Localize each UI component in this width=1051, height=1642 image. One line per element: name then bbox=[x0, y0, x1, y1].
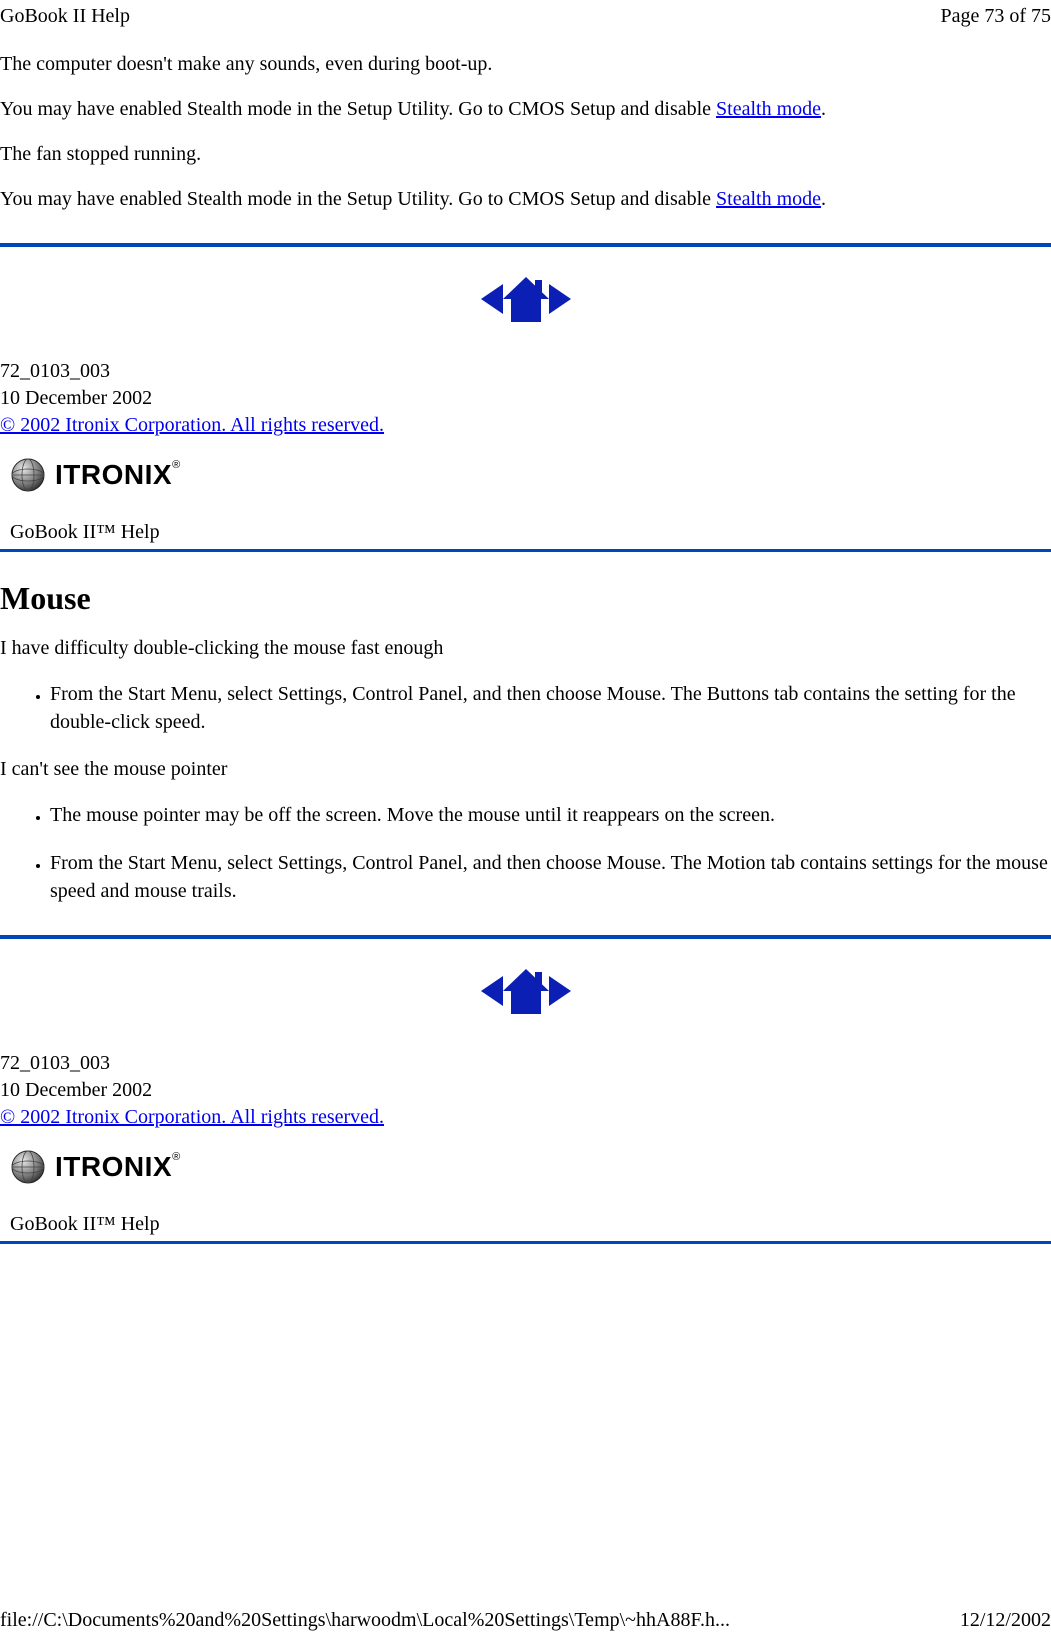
help-title: GoBook II™ Help bbox=[10, 521, 1051, 546]
troubleshoot-sound-solution: You may have enabled Stealth mode in the… bbox=[0, 96, 1051, 123]
nav-controls bbox=[0, 272, 1051, 333]
doc-id: 72_0103_003 bbox=[0, 1050, 1051, 1077]
prev-icon[interactable] bbox=[481, 284, 503, 314]
mouse-q1: I have difficulty double-clicking the mo… bbox=[0, 635, 1051, 662]
section-divider bbox=[0, 243, 1051, 247]
page-footer: file://C:\Documents%20and%20Settings\har… bbox=[0, 1609, 1051, 1632]
page-header: GoBook II Help Page 73 of 75 bbox=[0, 0, 1051, 33]
mouse-q1-list: From the Start Menu, select Settings, Co… bbox=[0, 680, 1051, 736]
nav-controls bbox=[0, 964, 1051, 1025]
text-prefix: You may have enabled Stealth mode in the… bbox=[0, 188, 716, 210]
list-item: The mouse pointer may be off the screen.… bbox=[50, 801, 1051, 829]
stealth-mode-link[interactable]: Stealth mode bbox=[716, 188, 821, 210]
brand-logo: ITRONIX® bbox=[10, 457, 1051, 493]
troubleshoot-fan-solution: You may have enabled Stealth mode in the… bbox=[0, 186, 1051, 213]
globe-icon bbox=[10, 457, 46, 493]
copyright-link[interactable]: © 2002 Itronix Corporation. All rights r… bbox=[0, 1106, 384, 1128]
list-item: From the Start Menu, select Settings, Co… bbox=[50, 849, 1051, 905]
prev-icon[interactable] bbox=[481, 976, 503, 1006]
registered-icon: ® bbox=[172, 459, 180, 471]
registered-icon: ® bbox=[172, 1151, 180, 1163]
text-prefix: You may have enabled Stealth mode in the… bbox=[0, 98, 716, 120]
header-page-indicator: Page 73 of 75 bbox=[940, 5, 1051, 28]
doc-id: 72_0103_003 bbox=[0, 358, 1051, 385]
section-rule bbox=[0, 1241, 1051, 1244]
troubleshoot-sound-symptom: The computer doesn't make any sounds, ev… bbox=[0, 51, 1051, 78]
doc-date: 10 December 2002 bbox=[0, 385, 1051, 412]
section-heading-mouse: Mouse bbox=[0, 580, 1051, 617]
next-icon[interactable] bbox=[549, 976, 571, 1006]
brand-logo: ITRONIX® bbox=[10, 1149, 1051, 1185]
list-item: From the Start Menu, select Settings, Co… bbox=[50, 680, 1051, 736]
stealth-mode-link[interactable]: Stealth mode bbox=[716, 98, 821, 120]
home-icon[interactable] bbox=[503, 969, 549, 1014]
text-suffix: . bbox=[821, 188, 826, 210]
brand-name: ITRONIX bbox=[55, 459, 172, 490]
footer-path: file://C:\Documents%20and%20Settings\har… bbox=[0, 1609, 730, 1632]
next-icon[interactable] bbox=[549, 284, 571, 314]
doc-date: 10 December 2002 bbox=[0, 1077, 1051, 1104]
copyright-link[interactable]: © 2002 Itronix Corporation. All rights r… bbox=[0, 414, 384, 436]
mouse-q2: I can't see the mouse pointer bbox=[0, 756, 1051, 783]
home-icon[interactable] bbox=[503, 277, 549, 322]
footer-date: 12/12/2002 bbox=[960, 1609, 1051, 1632]
header-title: GoBook II Help bbox=[0, 5, 130, 28]
troubleshoot-fan-symptom: The fan stopped running. bbox=[0, 141, 1051, 168]
section-rule bbox=[0, 549, 1051, 552]
doc-version-block: 72_0103_003 10 December 2002 © 2002 Itro… bbox=[0, 358, 1051, 439]
text-suffix: . bbox=[821, 98, 826, 120]
globe-icon bbox=[10, 1149, 46, 1185]
section-divider bbox=[0, 935, 1051, 939]
help-title: GoBook II™ Help bbox=[10, 1213, 1051, 1238]
brand-name: ITRONIX bbox=[55, 1151, 172, 1182]
doc-version-block: 72_0103_003 10 December 2002 © 2002 Itro… bbox=[0, 1050, 1051, 1131]
mouse-q2-list: The mouse pointer may be off the screen.… bbox=[0, 801, 1051, 905]
